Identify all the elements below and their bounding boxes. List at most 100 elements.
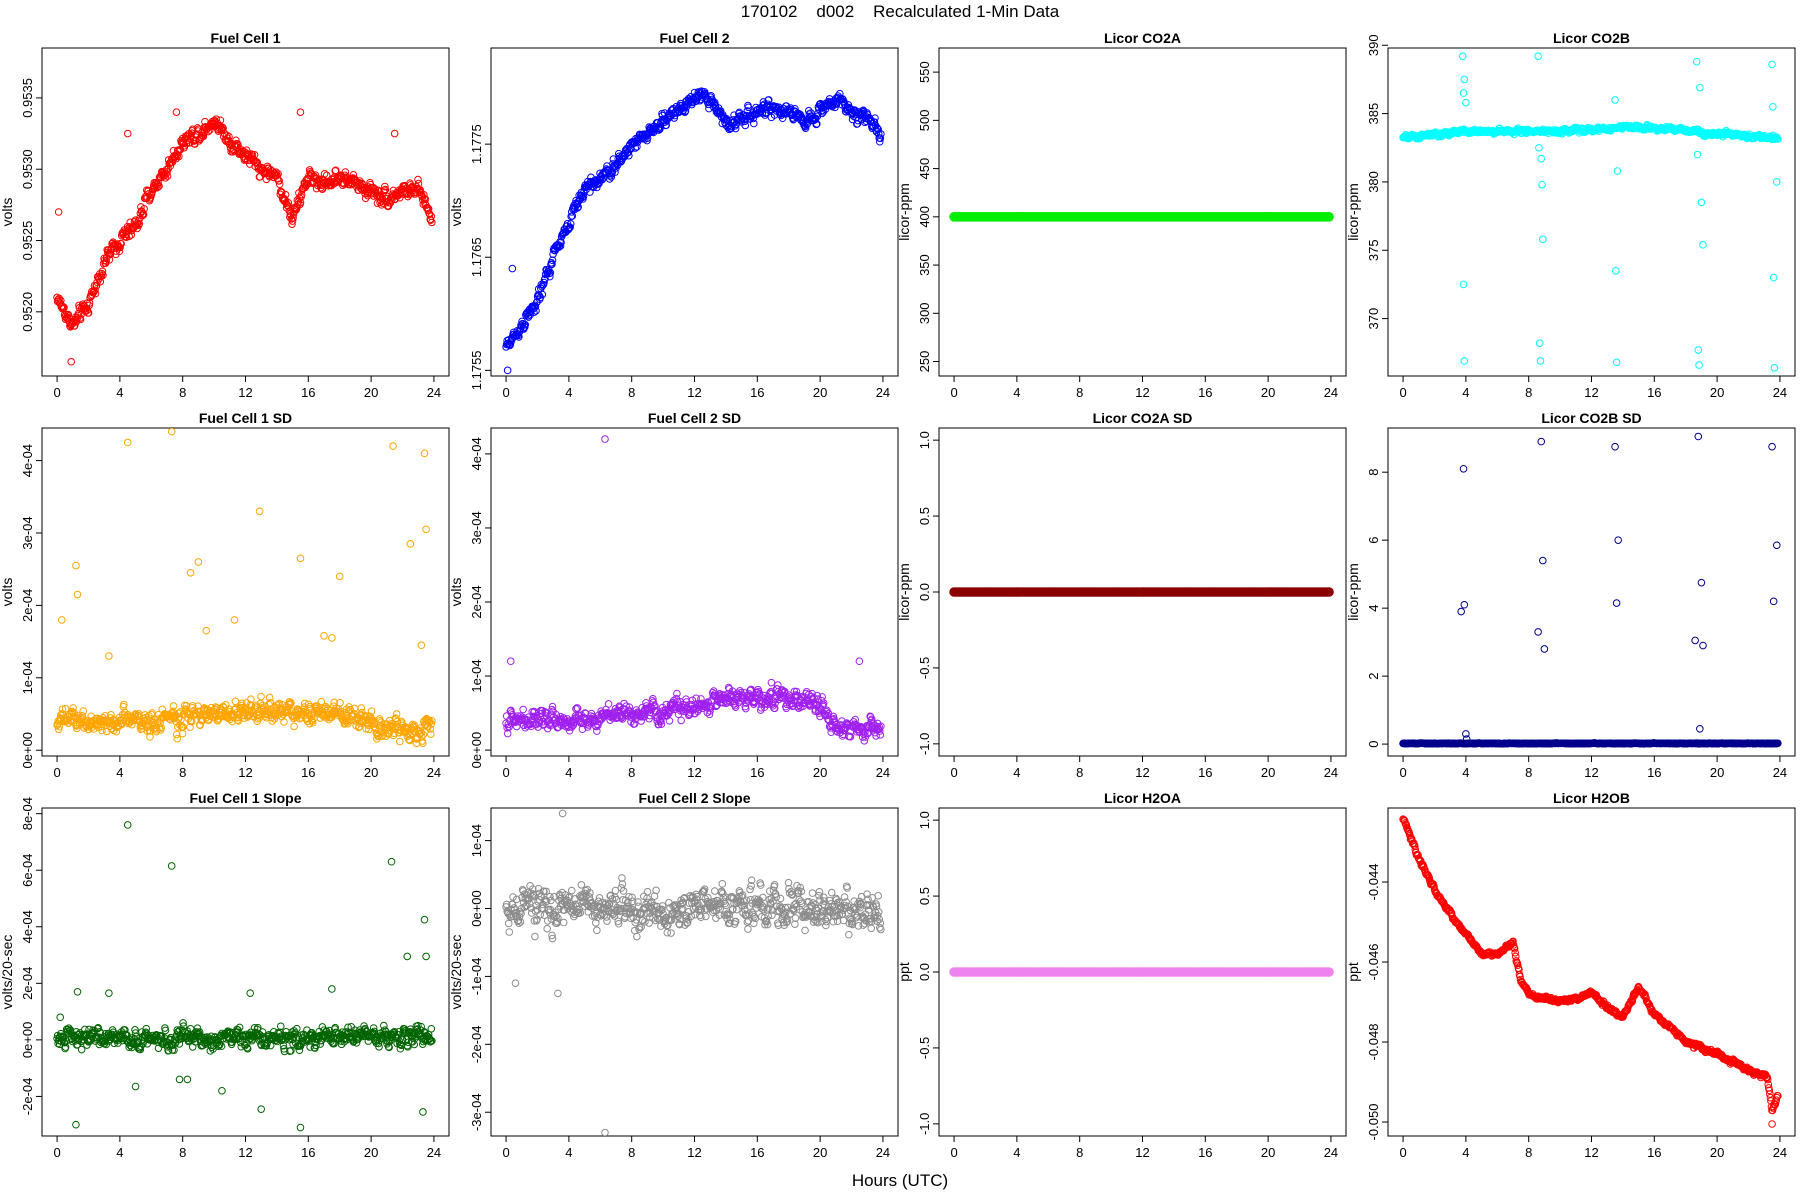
- y-tick-label: 300: [917, 302, 932, 324]
- data-point: [281, 190, 290, 199]
- data-point: [1772, 541, 1781, 550]
- y-tick-label: 8: [1366, 469, 1381, 476]
- data-point: [117, 240, 125, 248]
- y-tick-label: 370: [1366, 308, 1381, 330]
- y-axis-label: volts: [0, 578, 15, 607]
- data-point: [234, 141, 242, 149]
- x-tick-label: 12: [238, 1145, 252, 1160]
- data-point: [57, 616, 66, 624]
- x-tick-label: 0: [53, 765, 60, 780]
- data-point: [426, 730, 435, 738]
- data-point: [1462, 730, 1470, 738]
- data-point: [775, 103, 783, 112]
- data-point: [681, 107, 690, 115]
- data-point: [73, 590, 82, 599]
- data-point: [1539, 235, 1547, 244]
- x-tick-label: 8: [1525, 385, 1532, 400]
- data-point: [1612, 266, 1620, 275]
- x-tick-label: 16: [750, 385, 764, 400]
- data-point: [175, 146, 184, 155]
- data-point: [153, 718, 162, 727]
- data-point: [1459, 464, 1468, 473]
- data-point: [876, 134, 885, 143]
- data-point: [219, 124, 227, 132]
- data-point: [1769, 273, 1778, 282]
- x-tick-label: 20: [1261, 385, 1275, 400]
- x-tick-label: 12: [1135, 765, 1149, 780]
- data-point: [549, 250, 557, 258]
- data-point: [1692, 57, 1701, 66]
- data-point: [746, 115, 754, 123]
- data-point: [396, 737, 404, 746]
- data-point: [605, 175, 614, 183]
- data-point: [812, 120, 821, 129]
- y-axis-label: volts: [0, 198, 15, 227]
- y-tick-label: 375: [1366, 239, 1381, 261]
- data-point: [817, 696, 826, 705]
- data-point: [361, 194, 370, 203]
- data-point: [320, 632, 328, 640]
- data-point: [153, 184, 161, 192]
- data-point: [154, 182, 163, 191]
- x-tick-label: 12: [687, 385, 701, 400]
- x-tick-label: 16: [1198, 385, 1212, 400]
- data-point: [1459, 280, 1468, 289]
- x-tick-label: 24: [1773, 765, 1787, 780]
- data-point: [819, 699, 828, 707]
- data-point: [135, 219, 144, 228]
- data-point: [535, 291, 543, 300]
- data-point: [84, 309, 93, 317]
- data-point: [146, 733, 154, 741]
- data-point: [283, 201, 292, 210]
- data-point: [186, 569, 195, 577]
- data-point: [706, 707, 714, 715]
- y-tick-label: 0e+00: [469, 732, 484, 769]
- data-point: [107, 710, 115, 719]
- data-point: [688, 696, 697, 705]
- data-point: [67, 357, 76, 366]
- data-point: [1696, 83, 1704, 92]
- data-point: [375, 188, 383, 196]
- data-points: [53, 821, 436, 1132]
- y-tick-label: 3e-04: [20, 516, 35, 549]
- data-point: [515, 333, 523, 341]
- x-tick-label: 0: [502, 385, 509, 400]
- data-point: [55, 294, 64, 303]
- data-point: [381, 182, 389, 191]
- data-point: [167, 428, 176, 436]
- data-point: [406, 540, 415, 548]
- y-tick-label: 2: [1366, 673, 1381, 680]
- page-title: 170102 d002 Recalculated 1-Min Data: [740, 2, 1060, 21]
- data-point: [1462, 98, 1470, 107]
- data-point: [877, 130, 885, 138]
- data-point: [538, 290, 547, 299]
- y-tick-label: 1.1755: [469, 350, 484, 390]
- data-point: [875, 727, 884, 735]
- data-point: [296, 554, 305, 563]
- data-point: [58, 709, 66, 718]
- data-point: [257, 692, 265, 701]
- x-tick-label: 12: [238, 385, 252, 400]
- data-point: [521, 320, 530, 329]
- x-tick-label: 4: [116, 1145, 123, 1160]
- data-point: [1611, 96, 1619, 104]
- y-axis-label: licor-ppm: [896, 563, 912, 621]
- x-tick-label: 20: [364, 1145, 378, 1160]
- data-point: [1324, 212, 1334, 222]
- x-tick-label: 12: [1135, 385, 1149, 400]
- chart-panel: Fuel Cell 1 SD0 4 8 12 16 20 240e+001e-042e-04…: [0, 410, 450, 780]
- x-tick-label: 0: [1399, 385, 1406, 400]
- data-point: [105, 652, 113, 660]
- data-point: [625, 703, 634, 711]
- x-tick-label: 0: [53, 385, 60, 400]
- x-tick-label: 24: [427, 1145, 441, 1160]
- x-tick-label: 20: [813, 765, 827, 780]
- x-tick-label: 20: [364, 385, 378, 400]
- data-point: [1693, 150, 1702, 159]
- data-point: [61, 704, 70, 713]
- data-point: [262, 713, 271, 722]
- x-tick-label: 0: [502, 765, 509, 780]
- data-point: [1613, 167, 1622, 175]
- data-point: [157, 724, 165, 732]
